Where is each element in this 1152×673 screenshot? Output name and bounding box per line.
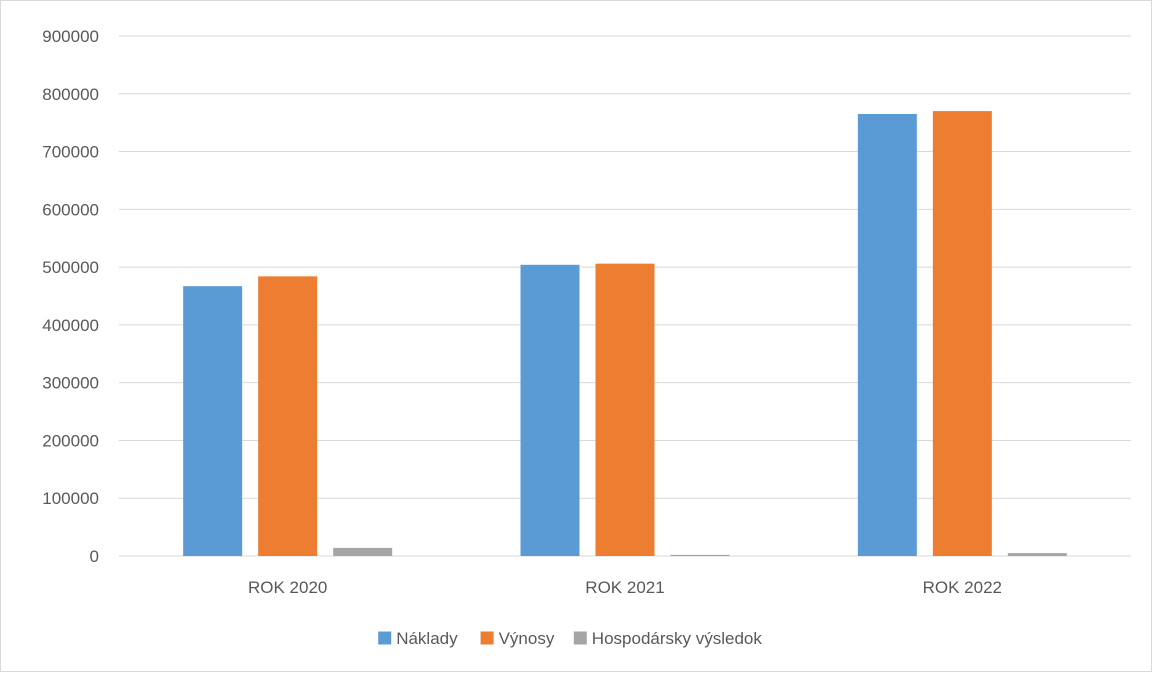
bar-0-2 <box>333 547 393 556</box>
x-axis-ticks: ROK 2020 ROK 2021 ROK 2022 <box>248 578 1002 597</box>
legend-swatch-1 <box>480 631 494 645</box>
x-tick-label: ROK 2021 <box>585 578 664 597</box>
bar-1-2 <box>670 554 730 556</box>
y-tick-label: 500000 <box>42 258 99 277</box>
legend-swatch-0 <box>378 631 392 645</box>
legend-label: Hospodársky výsledok <box>592 629 763 648</box>
legend-swatch-2 <box>573 631 587 645</box>
x-tick-label: ROK 2022 <box>923 578 1002 597</box>
bar-0-0 <box>183 286 243 556</box>
y-tick-label: 800000 <box>42 85 99 104</box>
y-tick-label: 200000 <box>42 431 99 450</box>
y-tick-label: 900000 <box>42 27 99 46</box>
y-tick-label: 100000 <box>42 489 99 508</box>
y-tick-label: 400000 <box>42 316 99 335</box>
bar-0-1 <box>258 276 318 556</box>
y-axis-ticks: 0 100000 200000 300000 400000 500000 600000 700… <box>42 27 99 566</box>
bar-1-1 <box>595 263 655 556</box>
bars <box>183 111 1067 556</box>
x-tick-label: ROK 2020 <box>248 578 327 597</box>
bar-1-0 <box>520 264 580 556</box>
legend-label: Náklady <box>396 629 458 648</box>
legend-label: Výnosy <box>499 629 555 648</box>
bar-2-0 <box>857 114 917 556</box>
y-tick-label: 300000 <box>42 374 99 393</box>
y-tick-label: 700000 <box>42 143 99 162</box>
y-tick-label: 0 <box>90 547 99 566</box>
legend: Náklady Výnosy Hospodársky výsledok <box>378 629 762 648</box>
y-tick-label: 600000 <box>42 200 99 219</box>
bar-2-1 <box>932 111 992 556</box>
bar-2-2 <box>1007 553 1067 556</box>
